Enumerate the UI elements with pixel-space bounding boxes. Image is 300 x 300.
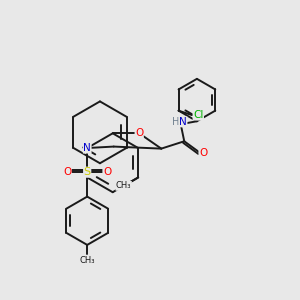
- Text: O: O: [63, 167, 71, 177]
- Text: H: H: [172, 117, 179, 127]
- Text: O: O: [199, 148, 207, 158]
- Text: CH₃: CH₃: [80, 256, 95, 265]
- Text: CH₃: CH₃: [116, 182, 131, 190]
- Text: Cl: Cl: [193, 110, 203, 120]
- Text: N: N: [83, 143, 91, 153]
- Text: O: O: [135, 128, 143, 138]
- Text: S: S: [84, 167, 91, 177]
- Text: N: N: [179, 117, 187, 127]
- Text: O: O: [103, 167, 111, 177]
